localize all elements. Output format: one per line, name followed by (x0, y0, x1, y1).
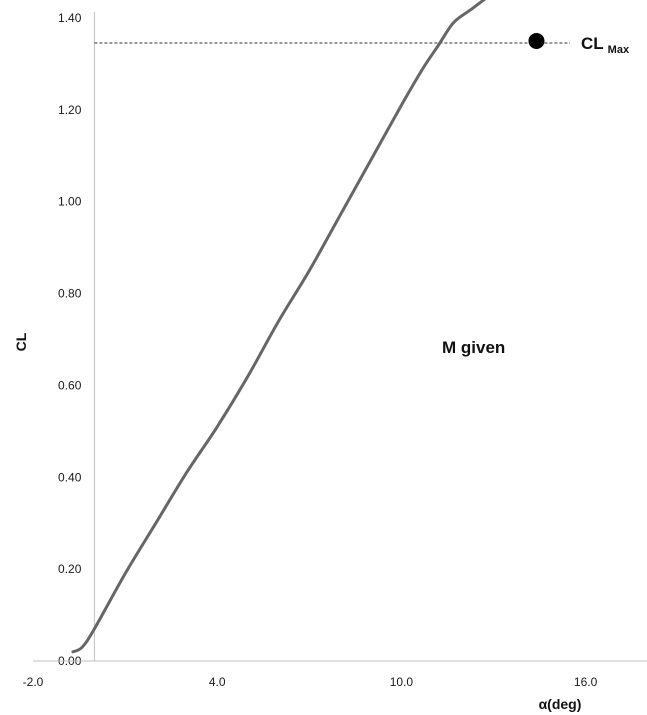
x-axis-ticks: -2.0 4.0 10.0 16.0 (23, 675, 598, 689)
y-tick-label: 0.80 (58, 287, 82, 301)
y-axis-title: CL (13, 332, 29, 351)
x-axis-title: α(deg) (539, 696, 582, 712)
cl-curve-line (71, 0, 487, 654)
cl-max-label-sub: Max (608, 44, 630, 56)
y-tick-label: 1.20 (58, 103, 82, 117)
cl-max-label-main: CL (581, 34, 604, 53)
x-tick-label: -2.0 (23, 675, 44, 689)
x-tick-label: 4.0 (209, 675, 226, 689)
y-tick-label: 0.40 (58, 470, 82, 484)
x-tick-label: 16.0 (574, 675, 598, 689)
cl-max-label: CL Max (581, 34, 630, 56)
y-tick-label: 1.00 (58, 195, 82, 209)
y-tick-label: 0.60 (58, 378, 82, 392)
y-tick-label: 1.40 (58, 11, 82, 25)
y-tick-label: 0.20 (58, 562, 82, 576)
m-given-label: M given (442, 338, 505, 357)
y-axis-ticks: 0.000.200.400.600.801.001.201.40 (58, 11, 82, 668)
x-tick-label: 10.0 (390, 675, 414, 689)
cl-max-point (528, 32, 545, 49)
